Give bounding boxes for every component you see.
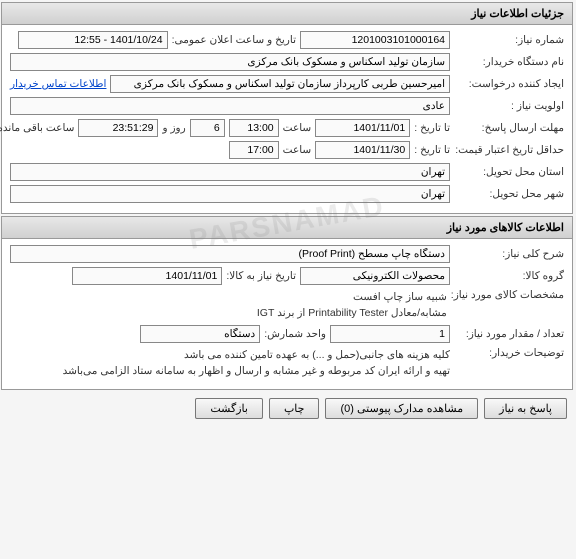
unit-label: واحد شمارش:: [265, 328, 327, 340]
remain-label: ساعت باقی مانده: [0, 122, 75, 134]
notes-line-2: تهیه و ارائه ایران کد مربوطه و غیر مشابه…: [11, 363, 451, 379]
row-group: گروه کالا: تاریخ نیاز به کالا:: [11, 267, 565, 285]
time-remain-field: [79, 119, 159, 137]
row-spec: مشخصات کالای مورد نیاز: شبیه ساز چاپ افس…: [11, 289, 565, 321]
pub-date-field: [19, 31, 169, 49]
req-no-label: شماره نیاز:: [455, 34, 565, 46]
qty-field: [331, 325, 451, 343]
notes-line-1: کلیه هزینه های جانبی(حمل و ...) به عهده …: [11, 347, 451, 363]
goods-panel: اطلاعات کالاهای مورد نیاز شرح کلی نیاز: …: [2, 216, 574, 390]
print-button[interactable]: چاپ: [270, 398, 321, 419]
row-priority: اولویت نیاز :: [11, 97, 565, 115]
qty-label: تعداد / مقدار مورد نیاز:: [455, 328, 565, 340]
need-date-field: [73, 267, 223, 285]
deadline-label: مهلت ارسال پاسخ:: [455, 122, 565, 134]
group-field: [301, 267, 451, 285]
buyer-org-field: [11, 53, 451, 71]
province-field: [11, 163, 451, 181]
row-qty: تعداد / مقدار مورد نیاز: واحد شمارش:: [11, 325, 565, 343]
time-label-1: ساعت: [284, 122, 313, 134]
notes-content: کلیه هزینه های جانبی(حمل و ...) به عهده …: [11, 347, 451, 379]
details-header: جزئیات اطلاعات نیاز: [3, 3, 573, 25]
attachments-button[interactable]: مشاهده مدارک پیوستی (0): [326, 398, 479, 419]
min-price-label: حداقل تاریخ اعتبار قیمت:: [455, 144, 565, 156]
reply-button[interactable]: پاسخ به نیاز: [485, 398, 568, 419]
spec-line-1: شبیه ساز چاپ افست: [11, 289, 448, 305]
group-label: گروه کالا:: [455, 270, 565, 282]
need-date-label: تاریخ نیاز به کالا:: [227, 270, 297, 282]
min-price-time-field: [230, 141, 280, 159]
days-label: روز و: [163, 122, 186, 134]
city-field: [11, 185, 451, 203]
deadline-time-field: [230, 119, 280, 137]
row-deadline: مهلت ارسال پاسخ: تا تاریخ : ساعت روز و س…: [11, 119, 565, 137]
creator-label: ایجاد کننده درخواست:: [455, 78, 565, 90]
row-desc: شرح کلی نیاز:: [11, 245, 565, 263]
button-bar: پاسخ به نیاز مشاهده مدارک پیوستی (0) چاپ…: [0, 392, 576, 425]
time-label-2: ساعت: [284, 144, 313, 156]
notes-label: توضیحات خریدار:: [455, 347, 565, 359]
goods-header: اطلاعات کالاهای مورد نیاز: [3, 217, 573, 239]
goods-body: شرح کلی نیاز: گروه کالا: تاریخ نیاز به ک…: [3, 239, 573, 389]
to-date-label-2: تا تاریخ :: [415, 144, 451, 156]
creator-field: [111, 75, 451, 93]
province-label: استان محل تحویل:: [455, 166, 565, 178]
priority-label: اولویت نیاز :: [455, 100, 565, 112]
details-panel: جزئیات اطلاعات نیاز شماره نیاز: تاریخ و …: [2, 2, 574, 214]
row-min-price: حداقل تاریخ اعتبار قیمت: تا تاریخ : ساعت: [11, 141, 565, 159]
back-button[interactable]: بازگشت: [196, 398, 264, 419]
row-buyer: نام دستگاه خریدار:: [11, 53, 565, 71]
row-req-no: شماره نیاز: تاریخ و ساعت اعلان عمومی:: [11, 31, 565, 49]
to-date-label: تا تاریخ :: [415, 122, 451, 134]
req-no-field: [301, 31, 451, 49]
unit-field: [141, 325, 261, 343]
row-notes: توضیحات خریدار: کلیه هزینه های جانبی(حمل…: [11, 347, 565, 379]
days-remain-field: [191, 119, 226, 137]
city-label: شهر محل تحویل:: [455, 188, 565, 200]
spec-line-2: مشابه/معادل Printability Tester از برند …: [11, 305, 448, 321]
priority-field: [11, 97, 451, 115]
row-creator: ایجاد کننده درخواست: اطلاعات تماس خریدار: [11, 75, 565, 93]
row-city: شهر محل تحویل:: [11, 185, 565, 203]
deadline-date-field: [316, 119, 411, 137]
pub-date-label: تاریخ و ساعت اعلان عمومی:: [173, 34, 297, 46]
desc-field: [11, 245, 451, 263]
details-body: شماره نیاز: تاریخ و ساعت اعلان عمومی: نا…: [3, 25, 573, 213]
buyer-org-label: نام دستگاه خریدار:: [455, 56, 565, 68]
row-province: استان محل تحویل:: [11, 163, 565, 181]
contact-link[interactable]: اطلاعات تماس خریدار: [11, 78, 107, 90]
spec-content: شبیه ساز چاپ افست مشابه/معادل Printabili…: [11, 289, 448, 321]
desc-label: شرح کلی نیاز:: [455, 248, 565, 260]
min-price-date-field: [316, 141, 411, 159]
spec-label: مشخصات کالای مورد نیاز:: [452, 289, 565, 301]
